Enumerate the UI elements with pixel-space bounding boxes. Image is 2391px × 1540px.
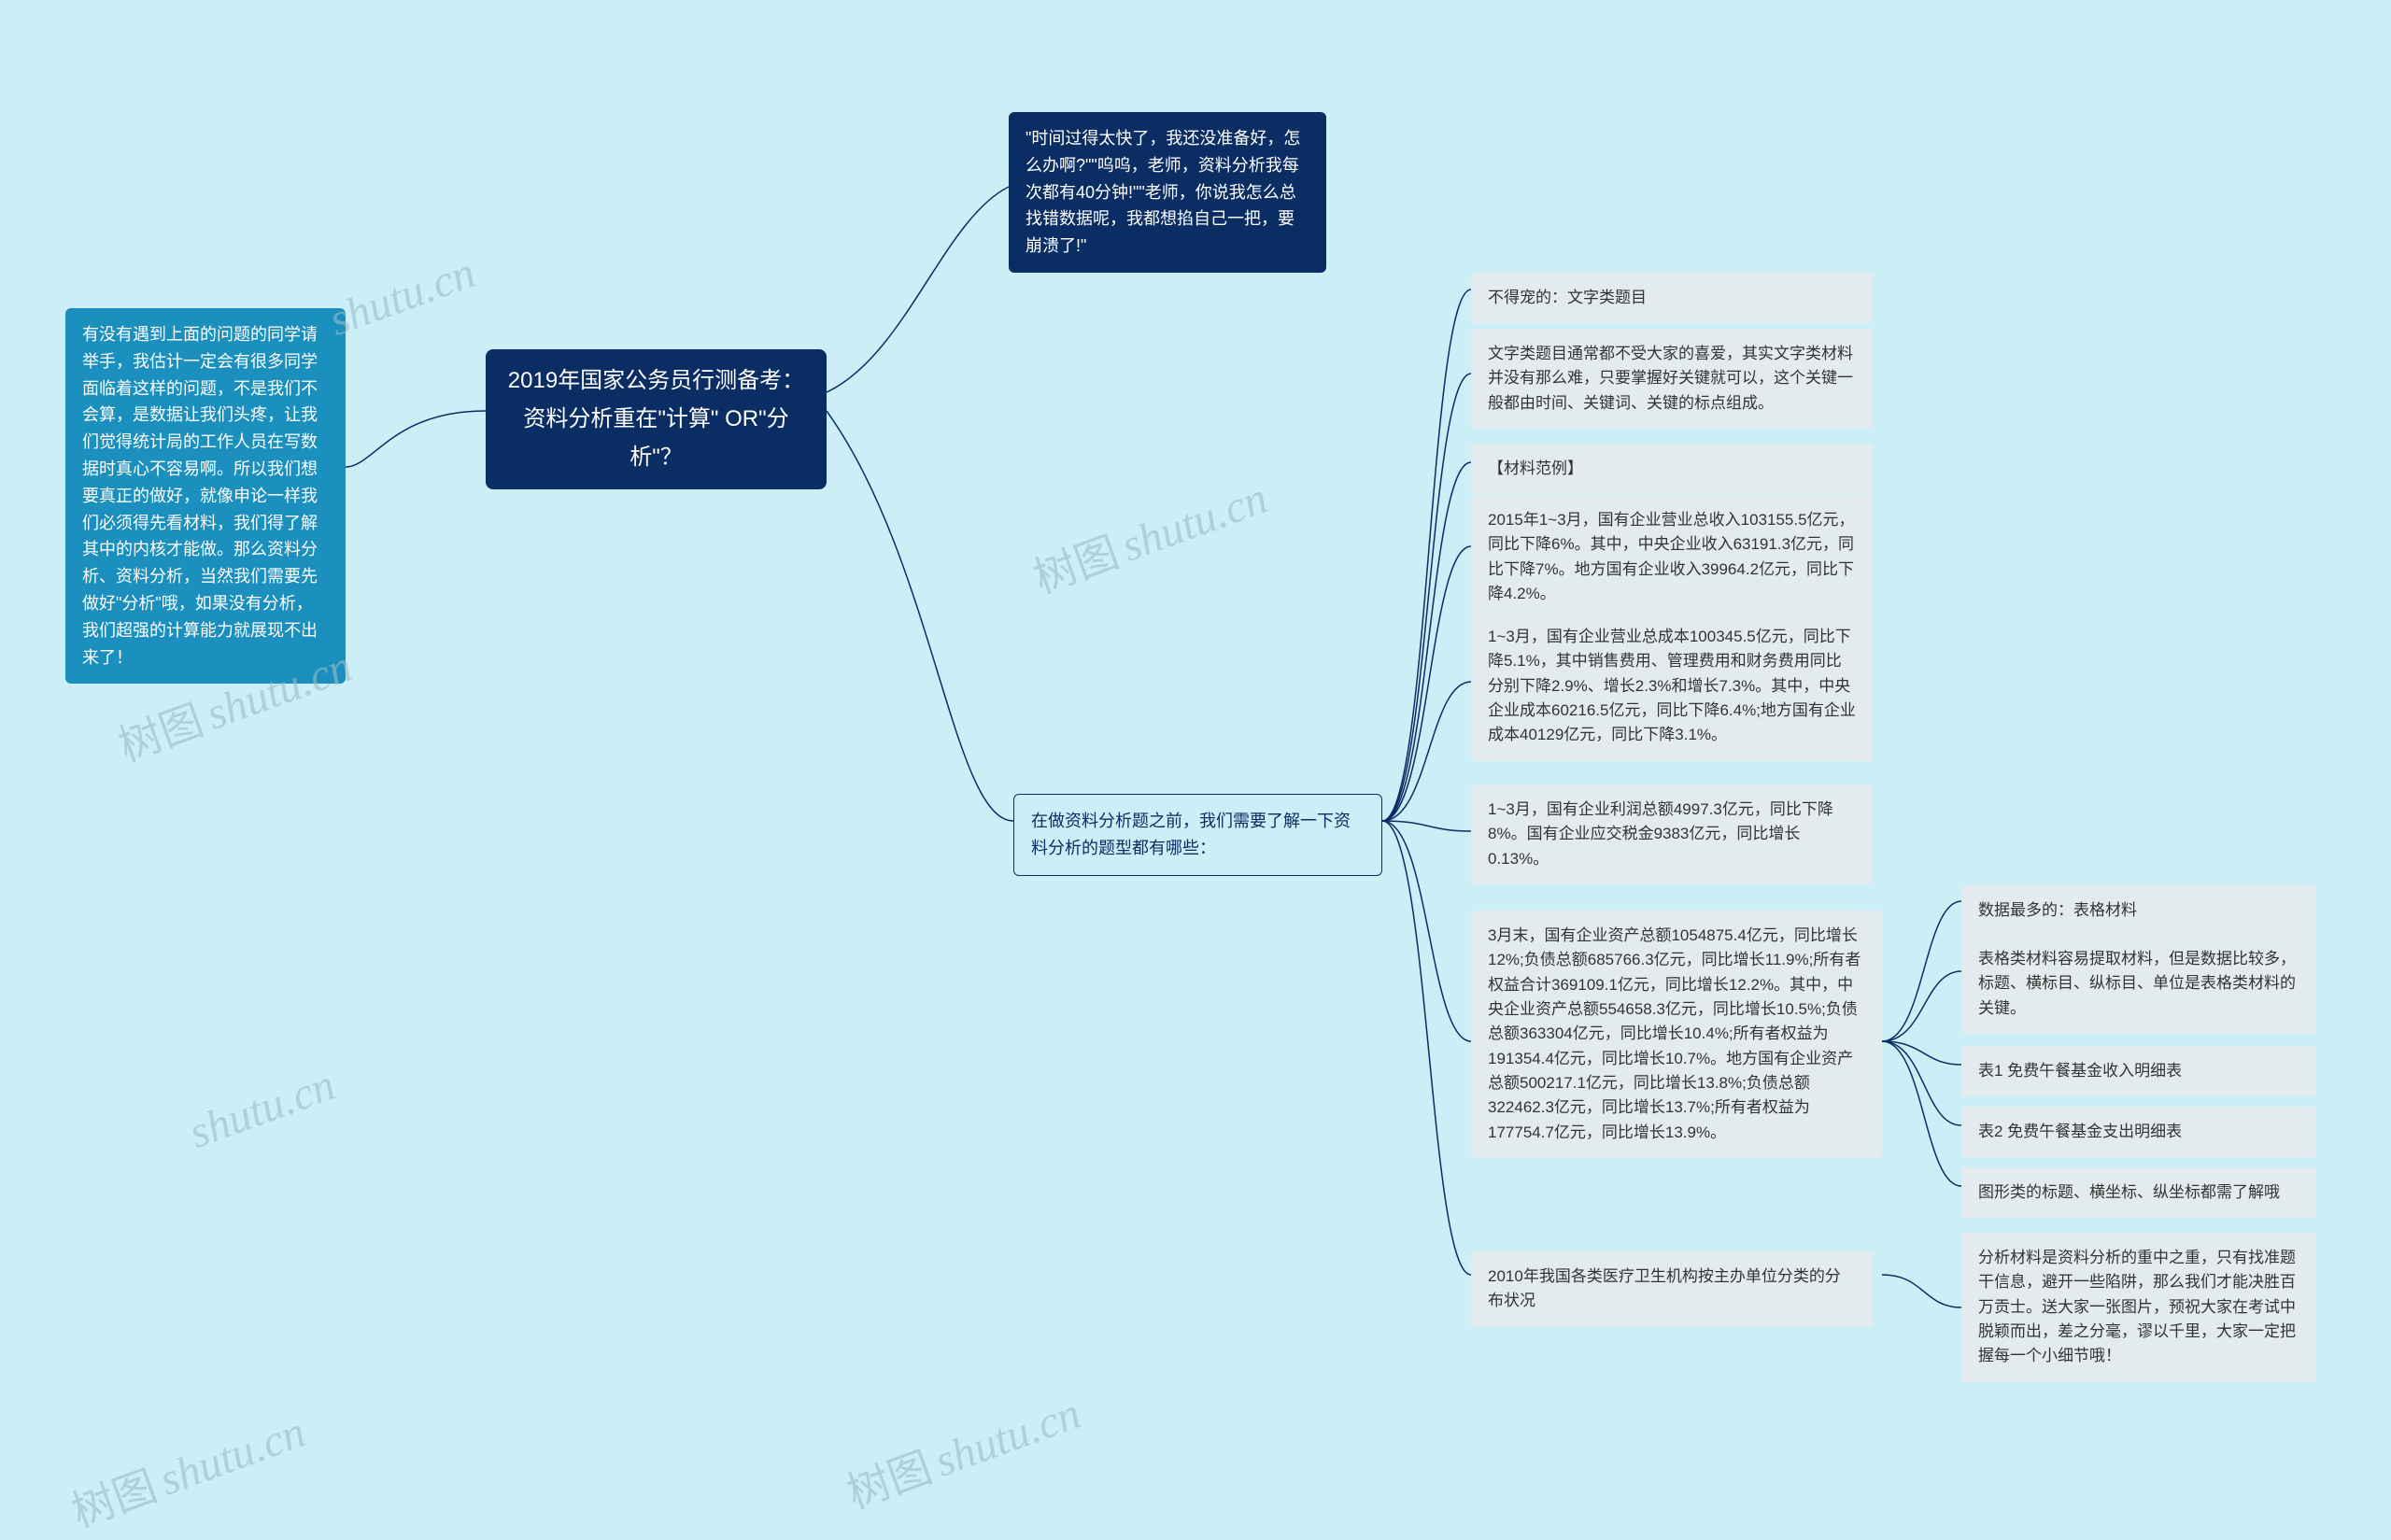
- item-2010-medical: 2010年我国各类医疗卫生机构按主办单位分类的分布状况: [1471, 1251, 1873, 1327]
- sub-conclusion: 分析材料是资料分析的重中之重，只有找准题干信息，避开一些陷阱，那么我们才能决胜百…: [1961, 1233, 2316, 1382]
- item-text-type-desc: 文字类题目通常都不受大家的喜爱，其实文字类材料并没有那么难，只要掌握好关键就可以…: [1471, 329, 1873, 429]
- watermark: 树图shutu.cn: [1025, 464, 1275, 605]
- watermark: shutu.cn: [322, 247, 481, 346]
- item-data-assets: 3月末，国有企业资产总额1054875.4亿元，同比增长12%;负债总额6857…: [1471, 911, 1882, 1158]
- sub-table-desc: 表格类材料容易提取材料，但是数据比较多，标题、横标目、纵标目、单位是表格类材料的…: [1961, 934, 2316, 1034]
- watermark: 树图shutu.cn: [63, 1398, 313, 1539]
- item-material-example: 【材料范例】: [1471, 444, 1873, 494]
- watermark: 树图shutu.cn: [838, 1379, 1088, 1520]
- item-data-2015q1-revenue: 2015年1~3月，国有企业营业总收入103155.5亿元，同比下降6%。其中，…: [1471, 495, 1873, 619]
- sub-table1: 表1 免费午餐基金收入明细表: [1961, 1046, 2316, 1096]
- sub-graph-note: 图形类的标题、横坐标、纵坐标都需了解哦: [1961, 1167, 2316, 1218]
- left-commentary: 有没有遇到上面的问题的同学请举手，我估计一定会有很多同学面临着这样的问题，不是我…: [65, 308, 346, 684]
- sub-table-title: 数据最多的：表格材料: [1961, 885, 2316, 936]
- item-data-cost: 1~3月，国有企业营业总成本100345.5亿元，同比下降5.1%，其中销售费用…: [1471, 612, 1873, 761]
- branch-question-types: 在做资料分析题之前，我们需要了解一下资料分析的题型都有哪些：: [1013, 794, 1382, 876]
- item-data-profit: 1~3月，国有企业利润总额4997.3亿元，同比下降8%。国有企业应交税金938…: [1471, 784, 1873, 884]
- quote-block: "时间过得太快了，我还没准备好，怎么办啊?""呜呜，老师，资料分析我每次都有40…: [1009, 112, 1326, 273]
- watermark: shutu.cn: [182, 1059, 341, 1159]
- center-node: 2019年国家公务员行测备考：资料分析重在"计算" OR"分析"？: [486, 349, 827, 489]
- sub-table2: 表2 免费午餐基金支出明细表: [1961, 1107, 2316, 1157]
- item-text-type-title: 不得宠的：文字类题目: [1471, 273, 1873, 323]
